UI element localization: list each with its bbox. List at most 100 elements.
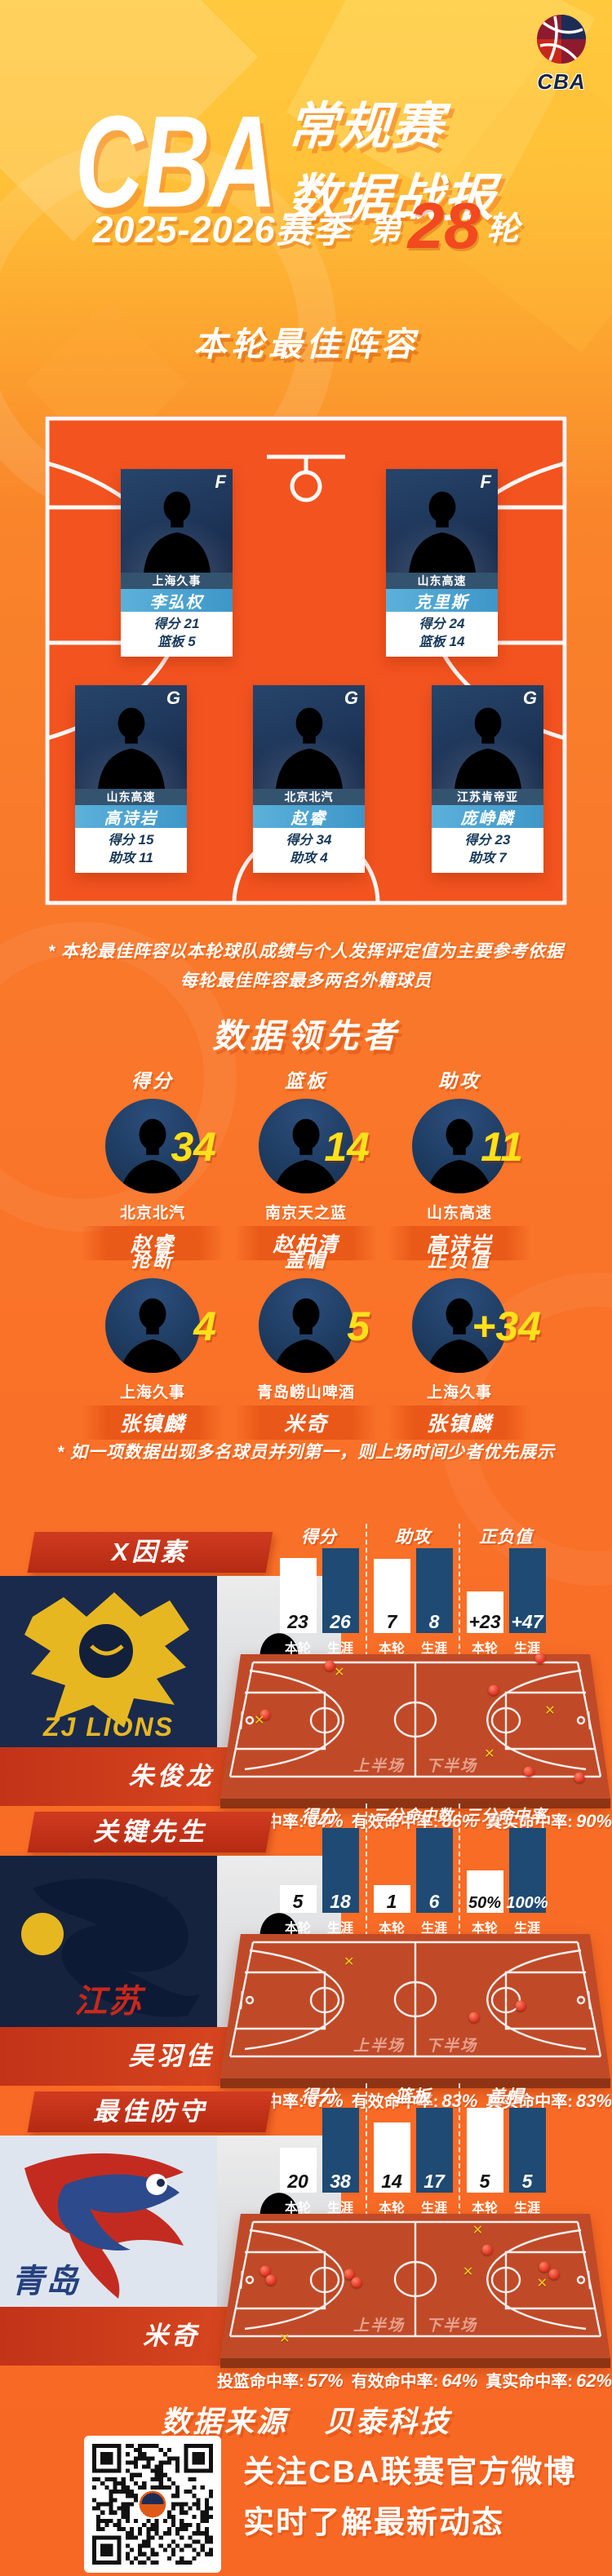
feature-stat-bars: 得分 20 38 本轮 生涯 篮板 14 17 本轮 生涯 盖帽 5 5 bbox=[273, 2083, 552, 2216]
leader-name: 张镇麟 bbox=[388, 1405, 531, 1440]
court-half-labels: 上半场 下半场 bbox=[353, 2317, 478, 2335]
shot-made-mark bbox=[259, 2265, 271, 2277]
team-logo-text: 江苏 bbox=[74, 1984, 143, 2020]
leader-assists: 助攻 11 山东高速 高诗岩 bbox=[370, 1065, 549, 1260]
leader-name: 张镇麟 bbox=[81, 1405, 224, 1440]
stat-column: 得分 20 38 本轮 生涯 bbox=[273, 2083, 366, 2216]
shot-made-mark bbox=[344, 2268, 355, 2279]
leader-avatar: 14 bbox=[259, 1099, 370, 1193]
shot-made-mark bbox=[324, 1660, 335, 1671]
stat-column: 得分 23 26 本轮 生涯 bbox=[273, 1524, 366, 1657]
player-stats: 得分 15 助攻 11 bbox=[75, 828, 187, 873]
leader-team: 青岛崂山啤酒 bbox=[256, 1384, 355, 1401]
leader-avatar: 5 bbox=[259, 1278, 370, 1373]
player-silhouette bbox=[275, 707, 343, 789]
shot-missed-mark: ✕ bbox=[254, 1714, 265, 1728]
leader-name: 赵柏清 bbox=[234, 1226, 378, 1260]
leader-category: 得分 bbox=[131, 1070, 174, 1091]
bar-round: 5 bbox=[279, 1885, 317, 1913]
poster-title-cba: CBA bbox=[75, 88, 277, 235]
shot-made-mark bbox=[515, 2000, 526, 2011]
section-title-data-leaders: 数据领先者 bbox=[212, 1017, 400, 1055]
player-photo: G bbox=[432, 685, 543, 789]
player-photo: G bbox=[75, 685, 187, 789]
section-title-best-lineup: 本轮最佳阵容 bbox=[193, 325, 419, 363]
leader-team: 上海久事 bbox=[426, 1384, 492, 1401]
leader-category: 篮板 bbox=[285, 1070, 327, 1091]
round-prefix: 第 bbox=[368, 211, 401, 247]
team-logo-text: 青岛 bbox=[11, 2264, 80, 2299]
shot-chart-court: ✕ ✕ ✕ ✕ 上半场 下半场 bbox=[220, 2214, 610, 2368]
team-name: 北京北汽 bbox=[253, 789, 365, 805]
stat-column: 三分命中率 50% 100% 本轮 生涯 bbox=[459, 1804, 552, 1936]
stat-column: 盖帽 5 5 本轮 生涯 bbox=[459, 2083, 552, 2216]
team-logo-jiangsu: 江苏 bbox=[0, 1856, 217, 2029]
lineup-card-guard-3: G 江苏肯帝亚 庞峥麟 得分 23 助攻 7 bbox=[432, 685, 543, 873]
round-suffix: 轮 bbox=[486, 211, 520, 247]
player-name: 庞峥麟 bbox=[432, 805, 543, 828]
shot-made-mark bbox=[468, 2012, 480, 2022]
lineup-footnote-2: 每轮最佳阵容最多两名外籍球员 bbox=[180, 972, 432, 990]
shot-missed-mark: ✕ bbox=[484, 1746, 495, 1761]
stat-column: 正负值 +23 +47 本轮 生涯 bbox=[459, 1524, 552, 1657]
stat-column: 得分 5 18 本轮 生涯 bbox=[273, 1804, 366, 1936]
leaders-footnote: * 如一项数据出现多名球员并列第一，则上场时间少者优先展示 bbox=[56, 1443, 555, 1462]
leader-category: 盖帽 bbox=[285, 1250, 327, 1271]
bar-round: +23 bbox=[466, 1591, 503, 1633]
poster-title-line1: 常规赛 bbox=[285, 99, 446, 155]
player-name: 克里斯 bbox=[386, 589, 498, 612]
leader-team: 北京北汽 bbox=[119, 1205, 185, 1222]
shot-chart-court: ✕ ✕ ✕ ✕ 上半场 下半场 bbox=[220, 1653, 610, 1808]
position-badge: G bbox=[522, 688, 537, 708]
shot-made-mark bbox=[488, 1684, 499, 1696]
data-source-label: 数据来源 bbox=[160, 2405, 288, 2438]
player-silhouette bbox=[97, 707, 165, 789]
shot-missed-mark: ✕ bbox=[334, 1665, 345, 1680]
feature-stat-bars: 得分 5 18 本轮 生涯 三分命中数 1 6 本轮 生涯 三分命中率 50% bbox=[273, 1804, 552, 1936]
season-round-subtitle: 2025-2026赛季 第 28 轮 bbox=[0, 189, 612, 262]
bar-round: 50% bbox=[466, 1870, 503, 1913]
leader-blocks: 盖帽 5 青岛崂山啤酒 米奇 bbox=[216, 1245, 396, 1440]
shot-chart-court: ✕ 上半场 下半场 bbox=[220, 1934, 610, 2088]
shot-made-mark bbox=[539, 2261, 550, 2273]
team-name: 山东高速 bbox=[75, 789, 187, 805]
leader-name: 赵睿 bbox=[81, 1226, 224, 1260]
round-number: 28 bbox=[407, 189, 481, 262]
leader-name: 米奇 bbox=[234, 1405, 378, 1440]
data-source-line: 数据来源 贝泰科技 bbox=[0, 2398, 612, 2441]
leader-points: 得分 34 北京北汽 赵睿 bbox=[63, 1065, 242, 1260]
leader-team: 南京天之蓝 bbox=[264, 1205, 347, 1222]
position-badge: G bbox=[344, 688, 358, 708]
shot-marks: ✕ bbox=[220, 1934, 610, 2077]
shot-made-mark bbox=[481, 2244, 493, 2255]
bar-round: 14 bbox=[373, 2122, 410, 2193]
court-lines bbox=[228, 1661, 602, 1778]
leader-avatar: 4 bbox=[105, 1278, 216, 1373]
lineup-card-guard-2: G 北京北汽 赵睿 得分 34 助攻 4 bbox=[253, 685, 365, 873]
leader-plusminus: 正负值 +34 上海久事 张镇麟 bbox=[370, 1245, 549, 1440]
team-name: 山东高速 bbox=[386, 573, 498, 589]
position-badge: G bbox=[166, 688, 180, 708]
leader-category: 助攻 bbox=[438, 1070, 481, 1091]
team-logo-text: ZJ LIONS bbox=[42, 1712, 174, 1742]
lineup-footnote-1: * 本轮最佳阵容以本轮球队成绩与个人发挥评定值为主要参考依据 bbox=[47, 942, 564, 961]
lineup-card-forward-1: F 上海久事 李弘权 得分 21 篮板 5 bbox=[121, 469, 233, 657]
team-logo-qingdao: 青岛 bbox=[0, 2136, 217, 2308]
leader-rebounds: 篮板 14 南京天之蓝 赵柏清 bbox=[216, 1065, 396, 1260]
shot-made-mark bbox=[548, 2268, 560, 2279]
season-label: 2025-2026赛季 bbox=[92, 208, 351, 250]
position-badge: F bbox=[215, 471, 226, 492]
court-half-labels: 上半场 下半场 bbox=[353, 2038, 478, 2055]
position-badge: F bbox=[480, 471, 491, 492]
stat-column: 篮板 14 17 本轮 生涯 bbox=[366, 2083, 459, 2216]
feature-stat-bars: 得分 23 26 本轮 生涯 助攻 7 8 本轮 生涯 正负值 +23 + bbox=[273, 1524, 552, 1657]
leader-value: 14 bbox=[324, 1124, 370, 1170]
leader-team: 山东高速 bbox=[426, 1205, 492, 1222]
feature-ribbon: X因素 bbox=[27, 1532, 273, 1573]
leader-steals: 抢断 4 上海久事 张镇麟 bbox=[63, 1245, 242, 1440]
feature-best-defense: 最佳防守 青岛 米奇 得分 20 38 本轮 生涯 篮板 bbox=[0, 2083, 612, 2391]
leader-team: 上海久事 bbox=[119, 1384, 185, 1401]
leader-avatar: +34 bbox=[412, 1278, 541, 1373]
player-photo: F bbox=[121, 469, 233, 573]
bar-career: 17 bbox=[415, 2108, 453, 2193]
